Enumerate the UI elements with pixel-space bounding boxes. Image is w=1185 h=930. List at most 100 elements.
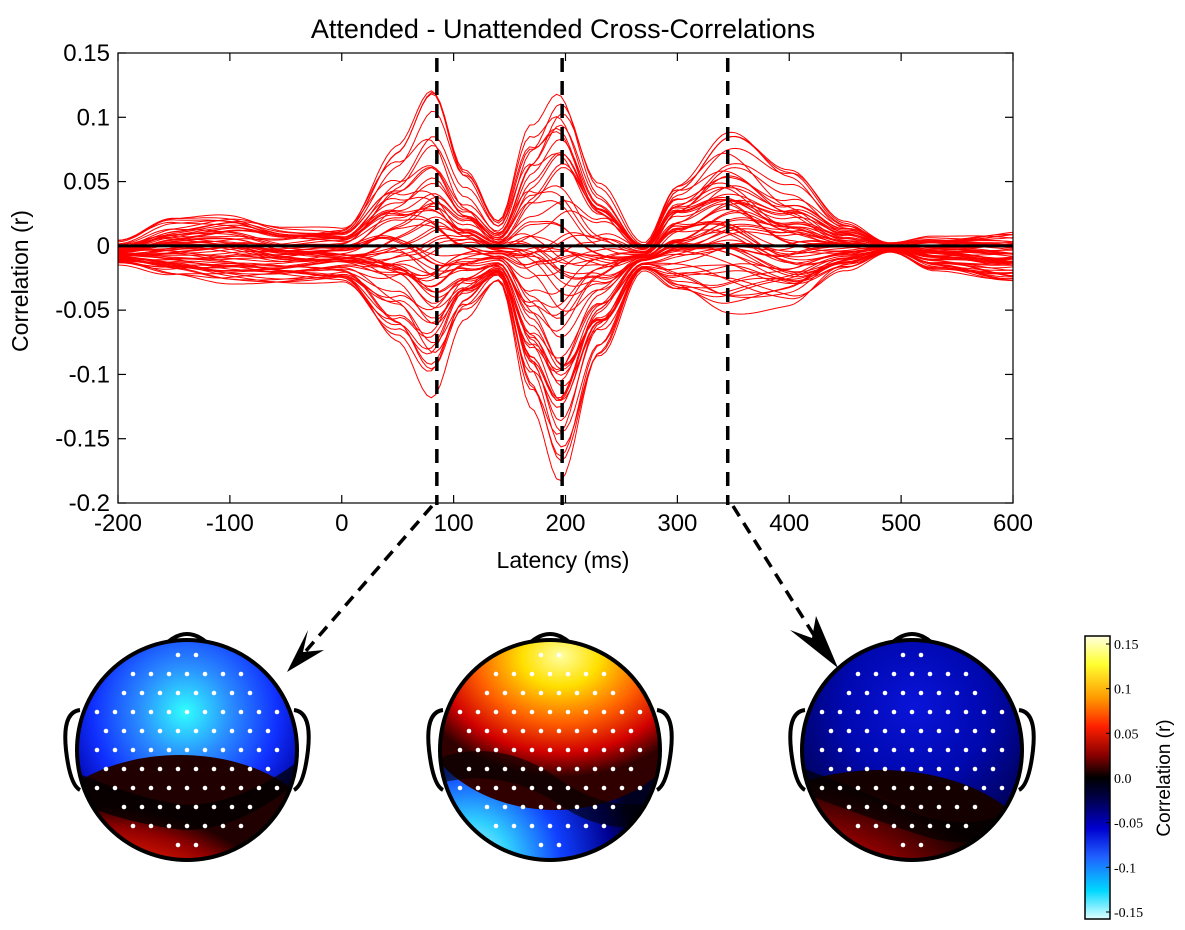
electrode-dot (94, 785, 100, 791)
electrode-dot (457, 747, 463, 753)
y-tick-label: 0 (97, 233, 110, 260)
electrode-dot (121, 766, 127, 772)
electrode-dot (112, 709, 118, 715)
topomap-ear-right (1017, 708, 1036, 792)
electrode-dot (628, 728, 634, 734)
electrode-grid (819, 652, 1005, 848)
series-trace (117, 93, 1014, 247)
electrode-dot (556, 804, 562, 810)
electrode-dot (583, 709, 589, 715)
x-tick-label: 200 (545, 510, 585, 537)
electrode-dot (529, 747, 535, 753)
electrode-dot (94, 747, 100, 753)
electrode-dot (511, 747, 517, 753)
electrode-dot (574, 804, 580, 810)
electrode-dot (502, 690, 508, 696)
series-trace (117, 113, 1014, 247)
electrode-dot (900, 842, 906, 848)
electrode-dot (148, 823, 154, 829)
topomap-ear-left (426, 708, 445, 792)
electrode-dot (918, 690, 924, 696)
electrode-dot (927, 785, 933, 791)
topomap-85ms (63, 632, 311, 862)
electrode-dot (121, 804, 127, 810)
electrode-dot (211, 728, 217, 734)
electrode-dot (256, 709, 262, 715)
electrode-dot (909, 747, 915, 753)
electrode-dot (121, 690, 127, 696)
electrode-dot (927, 823, 933, 829)
electrode-dot (927, 671, 933, 677)
y-tick-label: -0.15 (55, 426, 110, 453)
electrode-dot (94, 709, 100, 715)
series-trace (117, 92, 1014, 247)
trace-group (117, 90, 1014, 482)
electrode-dot (574, 728, 580, 734)
electrode-dot (202, 709, 208, 715)
electrode-dot (637, 785, 643, 791)
electrode-dot (610, 728, 616, 734)
y-axis-ticks: 0.15 0.1 0.05 0 -0.05 -0.1 -0.15 -0.2 (55, 40, 1013, 517)
electrode-dot (900, 652, 906, 658)
electrode-dot (547, 785, 553, 791)
electrode-dot (873, 671, 879, 677)
topomap-head (800, 638, 1024, 862)
electrode-dot (184, 709, 190, 715)
electrode-dot (990, 766, 996, 772)
electrode-dot (583, 823, 589, 829)
electrode-dot (882, 766, 888, 772)
electrode-dot (556, 652, 562, 658)
electrode-dot (148, 785, 154, 791)
electrode-dot (864, 728, 870, 734)
electrode-dot (520, 804, 526, 810)
electrode-dot (538, 842, 544, 848)
electrode-dot (502, 728, 508, 734)
series-trace (118, 249, 1014, 376)
electrode-dot (520, 766, 526, 772)
colorbar-ticks: 0.15 0.1 0.05 0.0 -0.05 -0.1 -0.15 (1106, 638, 1143, 921)
electrode-dot (103, 728, 109, 734)
electrode-dot (211, 690, 217, 696)
colorbar-tick-label: 0.05 (1114, 727, 1139, 742)
electrode-dot (819, 747, 825, 753)
electrode-dot (193, 690, 199, 696)
x-tick-label: 300 (657, 510, 697, 537)
electrode-dot (148, 747, 154, 753)
electrode-dot (592, 766, 598, 772)
topomap-ear-right (655, 708, 674, 792)
series-trace (117, 228, 1014, 268)
electrode-dot (972, 690, 978, 696)
electrode-dot (981, 747, 987, 753)
electrode-dot (909, 671, 915, 677)
electrode-dot (565, 671, 571, 677)
electrode-dot (864, 804, 870, 810)
electrode-dot (601, 785, 607, 791)
y-tick-label: 0.1 (77, 104, 110, 131)
electrode-dot (999, 785, 1005, 791)
electrode-dot (220, 709, 226, 715)
electrode-dot (936, 728, 942, 734)
x-tick-label: 600 (993, 510, 1033, 537)
electrode-dot (175, 842, 181, 848)
electrode-dot (103, 766, 109, 772)
x-tick-label: -100 (206, 510, 254, 537)
electrode-dot (211, 766, 217, 772)
electrode-dot (493, 709, 499, 715)
electrode-dot (846, 804, 852, 810)
series-trace (118, 138, 1013, 246)
series-trace (117, 250, 1014, 435)
electrode-dot (900, 728, 906, 734)
electrode-dot (502, 804, 508, 810)
electrode-dot (837, 709, 843, 715)
chart-title: Attended - Unattended Cross-Correlations (311, 14, 815, 44)
electrode-dot (583, 785, 589, 791)
electrode-dot (484, 690, 490, 696)
electrode-dot (238, 747, 244, 753)
electrode-dot (247, 690, 253, 696)
electrode-dot (873, 823, 879, 829)
electrode-dot (828, 728, 834, 734)
electrode-dot (927, 709, 933, 715)
electrode-dot (981, 709, 987, 715)
electrode-dot (610, 804, 616, 810)
electrode-dot (592, 728, 598, 734)
